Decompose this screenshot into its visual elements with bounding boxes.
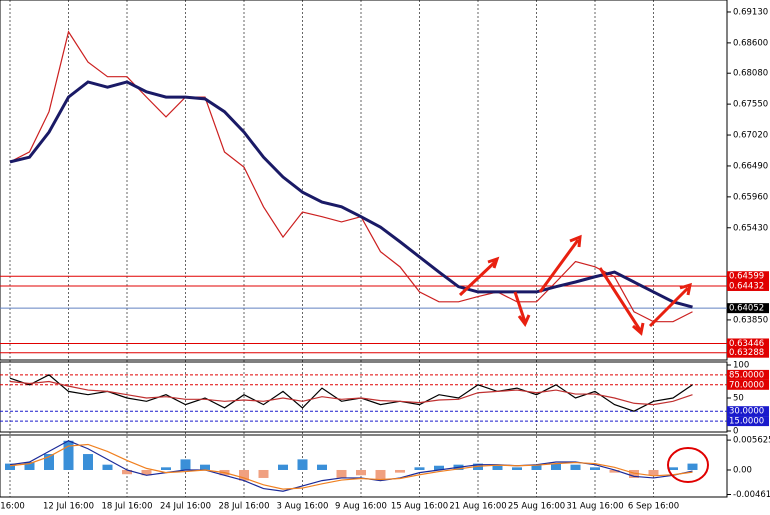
histogram-bar xyxy=(200,464,210,470)
level-label: 0.63288 xyxy=(729,348,764,358)
histogram-bar xyxy=(551,463,561,470)
histogram-bar xyxy=(239,469,249,481)
y-tick-label: 0.65960 xyxy=(733,192,768,202)
x-tick-label: 21 Aug 16:00 xyxy=(449,502,506,512)
y-tick-label: 0.67020 xyxy=(733,131,768,141)
histogram-bar xyxy=(63,440,74,470)
level-label: 70.0000 xyxy=(729,380,764,390)
histogram-bar xyxy=(24,462,35,470)
y-tick-label: 0 xyxy=(733,427,738,437)
histogram-bar xyxy=(258,469,269,478)
x-tick-label: 6 Sep 16:00 xyxy=(628,502,679,512)
histogram-bar xyxy=(297,459,308,470)
histogram-bar xyxy=(278,464,288,470)
x-tick-label: 18 Jul 16:00 xyxy=(102,502,153,512)
arrow xyxy=(513,291,531,327)
histogram-bar xyxy=(609,469,620,473)
level-label-box xyxy=(727,347,769,358)
y-tick-label: 0.68600 xyxy=(733,38,768,48)
histogram-bar xyxy=(161,467,171,470)
histogram-bar xyxy=(102,464,113,470)
histogram-bar xyxy=(629,469,639,478)
level-label: 0.64599 xyxy=(729,272,764,282)
y-tick-label: 0.69130 xyxy=(733,7,768,17)
y-tick-label: 0.00 xyxy=(733,465,752,475)
series-line xyxy=(9,80,693,309)
histogram-bar xyxy=(531,464,542,470)
x-tick-label: 15 Aug 16:00 xyxy=(391,502,448,512)
level-label: 0.64432 xyxy=(729,281,764,291)
level-label: 85.0000 xyxy=(729,370,764,380)
y-tick-label: 0.65430 xyxy=(733,223,768,233)
series-line xyxy=(9,30,693,323)
histogram-bar xyxy=(356,469,366,476)
series-line xyxy=(9,443,693,490)
series-line xyxy=(9,380,693,406)
x-tick-label: 9 Aug 16:00 xyxy=(335,502,387,512)
histogram-bar xyxy=(687,463,698,470)
histogram-bar xyxy=(375,469,386,481)
level-label-box xyxy=(727,338,769,349)
x-tick-label: 24 Jul 16:00 xyxy=(160,502,211,512)
level-label-box xyxy=(727,271,769,282)
level-label-box xyxy=(727,416,769,427)
x-tick-label: 12 Jul 16:00 xyxy=(43,502,94,512)
y-tick-label: 100 xyxy=(733,361,749,371)
histogram-bar xyxy=(122,469,132,475)
y-tick-label: 0.67550 xyxy=(733,100,768,110)
histogram-bar xyxy=(317,464,327,470)
arrow xyxy=(458,256,500,297)
histogram-bar xyxy=(414,467,425,470)
y-tick-label: -0.004618 xyxy=(733,490,770,500)
highlight-circle xyxy=(667,447,709,483)
level-label-box xyxy=(727,379,769,390)
histogram-bar xyxy=(434,465,444,470)
histogram-bar xyxy=(336,469,347,478)
y-tick-label: 0.63850 xyxy=(733,315,768,325)
y-tick-label: 0.68080 xyxy=(733,69,768,79)
main-panel xyxy=(0,0,728,361)
y-tick-label: 50 xyxy=(733,394,744,404)
level-label: 30.0000 xyxy=(729,407,764,417)
level-label: 15.0000 xyxy=(729,417,764,427)
histogram-bar xyxy=(492,465,503,470)
series-line xyxy=(9,374,693,412)
histogram-bar xyxy=(141,469,152,476)
histogram-bar xyxy=(395,469,405,473)
y-tick-label: 0.005625 xyxy=(733,436,770,446)
annotation-arrows xyxy=(458,234,692,336)
level-label-box xyxy=(727,369,769,380)
x-tick-label: l 16:00 xyxy=(0,502,25,512)
histogram-bar xyxy=(590,467,600,470)
x-tick-label: 25 Aug 16:00 xyxy=(508,502,565,512)
histogram-bar xyxy=(180,459,191,470)
level-label-box xyxy=(727,280,769,291)
arrow xyxy=(538,234,582,293)
histogram-bar xyxy=(44,454,54,470)
arrow xyxy=(598,267,645,336)
histogram-bar xyxy=(648,469,659,476)
level-label: 0.64052 xyxy=(729,304,764,314)
x-tick-label: 28 Jul 16:00 xyxy=(219,502,270,512)
x-tick-label: 3 Aug 16:00 xyxy=(277,502,329,512)
arrow xyxy=(648,282,692,328)
level-label-box xyxy=(727,406,769,417)
histogram-bar xyxy=(83,454,93,470)
oscillator-panel xyxy=(0,361,728,433)
level-label-box xyxy=(727,303,769,314)
histogram-bar xyxy=(5,463,15,470)
macd-panel xyxy=(0,434,728,498)
y-tick-label: 0.66490 xyxy=(733,161,768,171)
level-label: 0.63446 xyxy=(729,339,764,349)
histogram-bar xyxy=(668,467,678,470)
histogram-bar xyxy=(512,467,522,470)
histogram-bar xyxy=(570,464,581,470)
x-tick-label: 31 Aug 16:00 xyxy=(566,502,623,512)
